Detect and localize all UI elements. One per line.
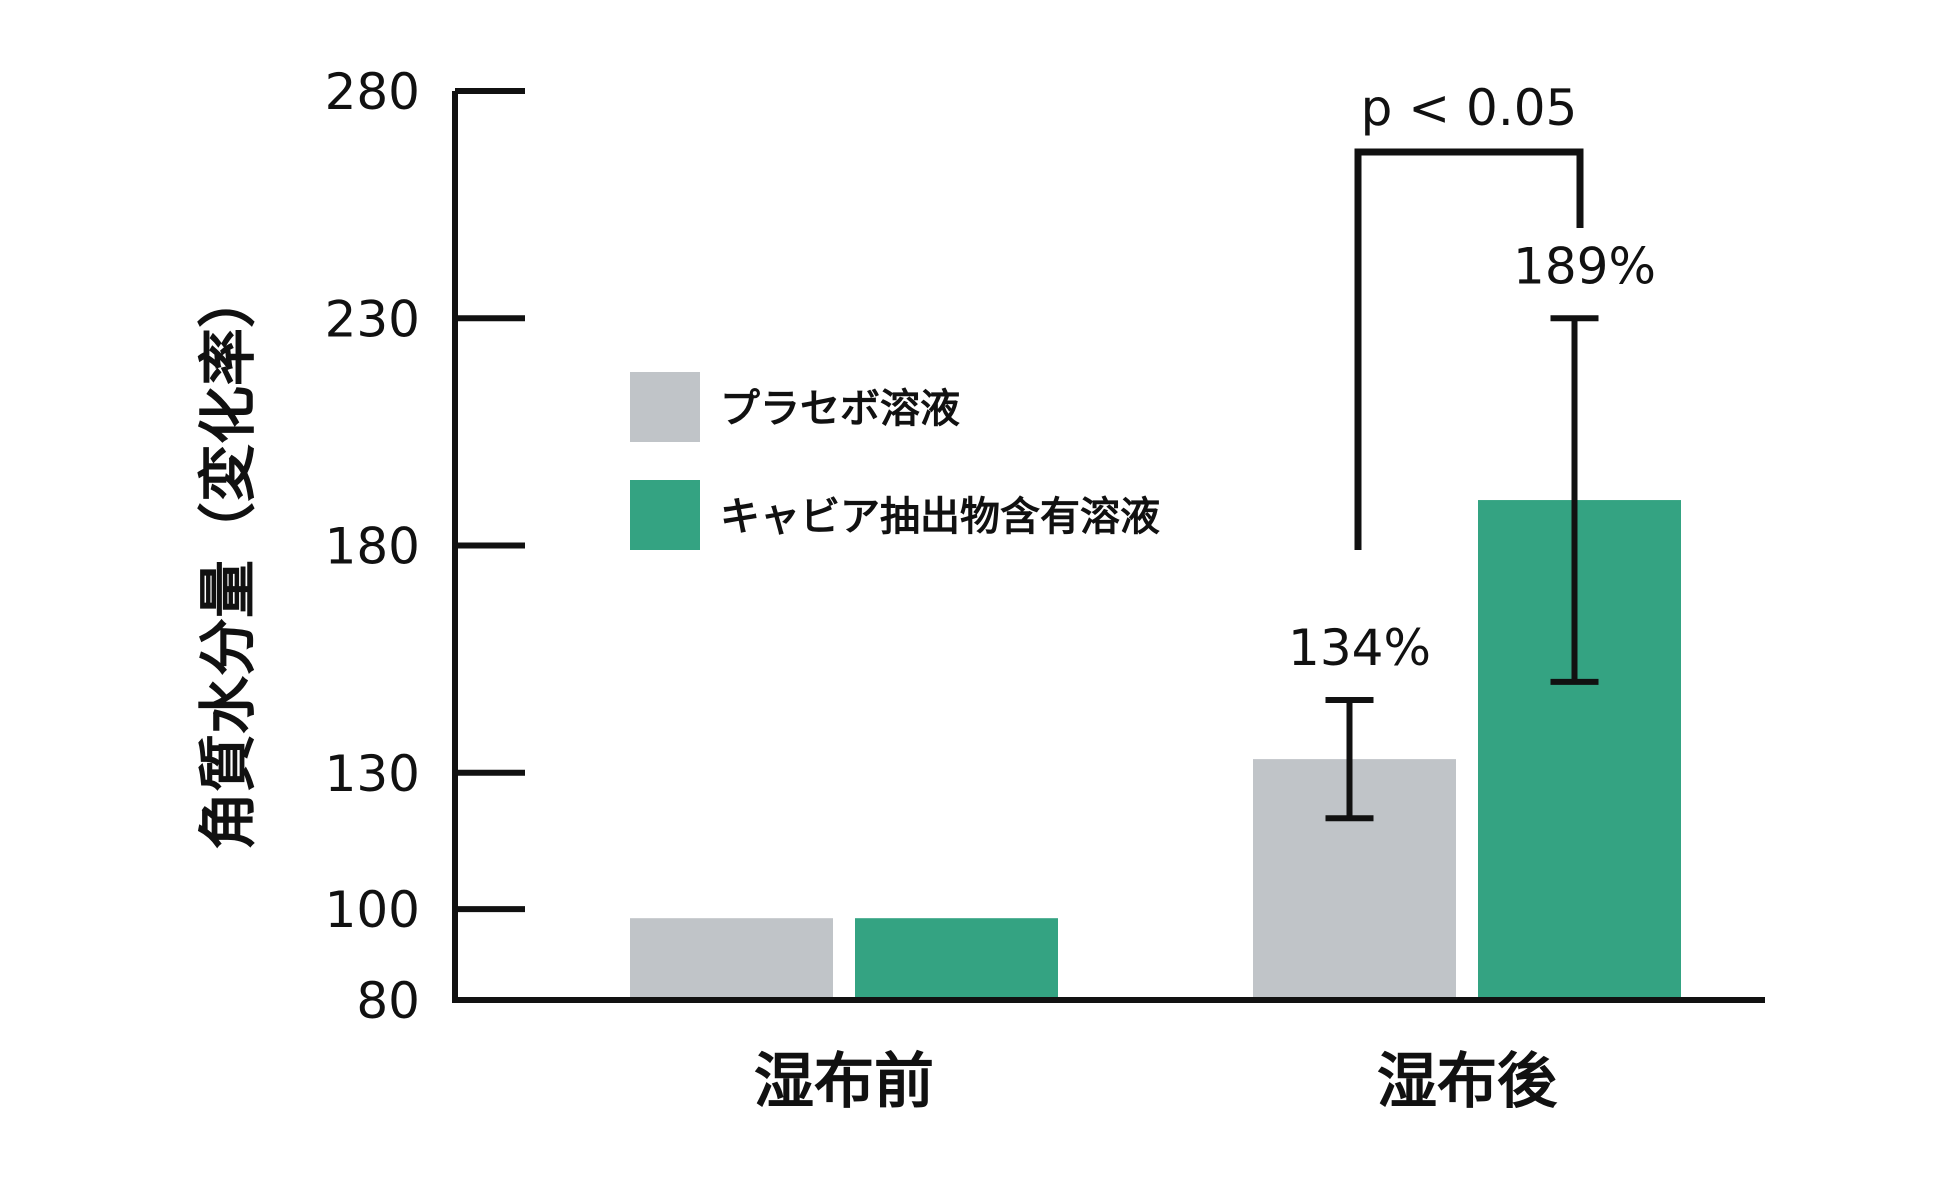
bar-value-label: 189% <box>1513 237 1656 295</box>
legend-swatch <box>630 372 700 442</box>
bar <box>1478 500 1681 997</box>
data-labels-layer: 134% 189% <box>1288 237 1656 677</box>
x-category-label: 湿布前 <box>754 1047 934 1117</box>
bar-value-label: 134% <box>1288 619 1431 677</box>
bar <box>855 918 1058 997</box>
y-tick-label: 80 <box>356 972 420 1030</box>
x-category-label: 湿布後 <box>1377 1047 1558 1117</box>
category-labels-layer: 湿布前 湿布後 <box>754 1047 1558 1117</box>
bar <box>1253 759 1456 997</box>
legend-label: プラセボ溶液 <box>720 386 960 432</box>
bar <box>630 918 833 997</box>
y-tick-label: 280 <box>325 63 420 121</box>
y-axis-label: 角質水分量（変化率） <box>194 270 262 850</box>
y-tick-label: 100 <box>325 881 420 939</box>
significance-label: p < 0.05 <box>1361 79 1578 137</box>
error-bars-layer <box>1325 315 1599 822</box>
bars-layer <box>630 500 1681 997</box>
y-tick-label: 130 <box>325 745 420 803</box>
significance-bracket <box>1354 148 1584 550</box>
y-tick-label: 230 <box>325 290 420 348</box>
legend-swatch <box>630 480 700 550</box>
y-tick-label: 180 <box>325 518 420 576</box>
significance-annotation: p < 0.05 <box>1354 79 1584 550</box>
legend-label: キャビア抽出物含有溶液 <box>720 494 1160 540</box>
y-ticks-layer: 280 230 180 130 100 80 <box>325 63 525 1030</box>
